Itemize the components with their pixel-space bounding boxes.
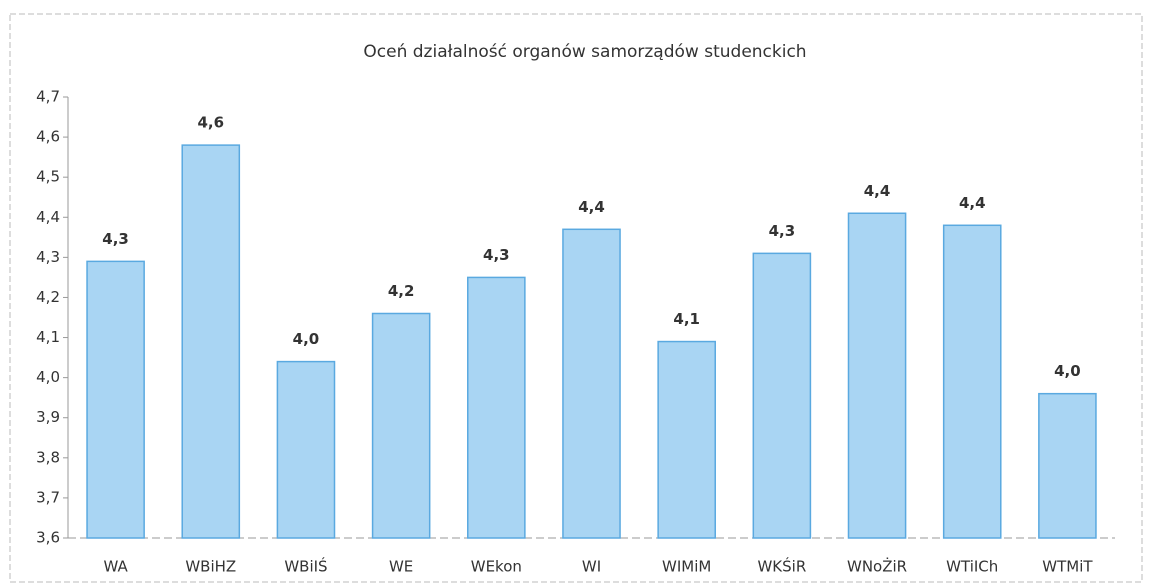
x-tick-label: WE xyxy=(389,558,413,576)
value-label: 4,3 xyxy=(769,222,796,240)
bar xyxy=(847,212,907,539)
y-tick-label: 4,1 xyxy=(36,328,60,346)
value-label: 4,6 xyxy=(197,114,224,132)
bar xyxy=(1038,392,1097,539)
value-label: 4,4 xyxy=(578,198,605,216)
y-tick-label: 3,9 xyxy=(36,408,60,426)
bar xyxy=(181,144,241,539)
y-tick-label: 4,4 xyxy=(36,208,60,226)
bar xyxy=(276,360,336,539)
bar xyxy=(562,228,621,539)
bar xyxy=(942,224,1002,539)
x-tick-label: WEkon xyxy=(471,558,522,576)
bar xyxy=(86,260,145,539)
value-label: 4,3 xyxy=(483,246,510,264)
value-label: 4,2 xyxy=(388,282,415,300)
x-tick-label: WA xyxy=(103,558,128,576)
x-tick-label: WBiIŚ xyxy=(284,557,327,576)
chart-title: Oceń działalność organów samorządów stud… xyxy=(363,42,806,62)
bar xyxy=(752,252,812,539)
x-tick-label: WKŚiR xyxy=(757,557,806,576)
y-tick-label: 4,2 xyxy=(36,288,60,306)
chart-border xyxy=(9,13,1143,583)
y-tick-label: 4,5 xyxy=(36,168,60,186)
x-tick-label: WBiHZ xyxy=(185,558,236,576)
bar xyxy=(371,312,431,539)
y-tick-label: 4,7 xyxy=(36,88,60,106)
x-tick-label: WI xyxy=(582,558,601,576)
value-label: 4,4 xyxy=(864,182,891,200)
x-tick-label: WNoŻiR xyxy=(847,557,907,576)
x-tick-label: WTMiT xyxy=(1042,558,1093,576)
value-label: 4,0 xyxy=(293,330,320,348)
x-tick-label: WTiICh xyxy=(946,558,998,576)
value-label: 4,0 xyxy=(1054,362,1081,380)
y-tick-label: 3,7 xyxy=(36,488,60,506)
bar xyxy=(467,276,526,539)
x-tick-label: WIMiM xyxy=(662,558,711,576)
y-tick-label: 3,6 xyxy=(36,529,60,547)
value-label: 4,1 xyxy=(673,310,700,328)
y-tick-label: 4,6 xyxy=(36,128,60,146)
y-tick-label: 4,3 xyxy=(36,248,60,266)
value-label: 4,4 xyxy=(959,194,986,212)
y-tick-label: 3,8 xyxy=(36,448,60,466)
bar xyxy=(657,340,716,539)
y-tick-label: 4,0 xyxy=(36,368,60,386)
value-label: 4,3 xyxy=(102,230,129,248)
